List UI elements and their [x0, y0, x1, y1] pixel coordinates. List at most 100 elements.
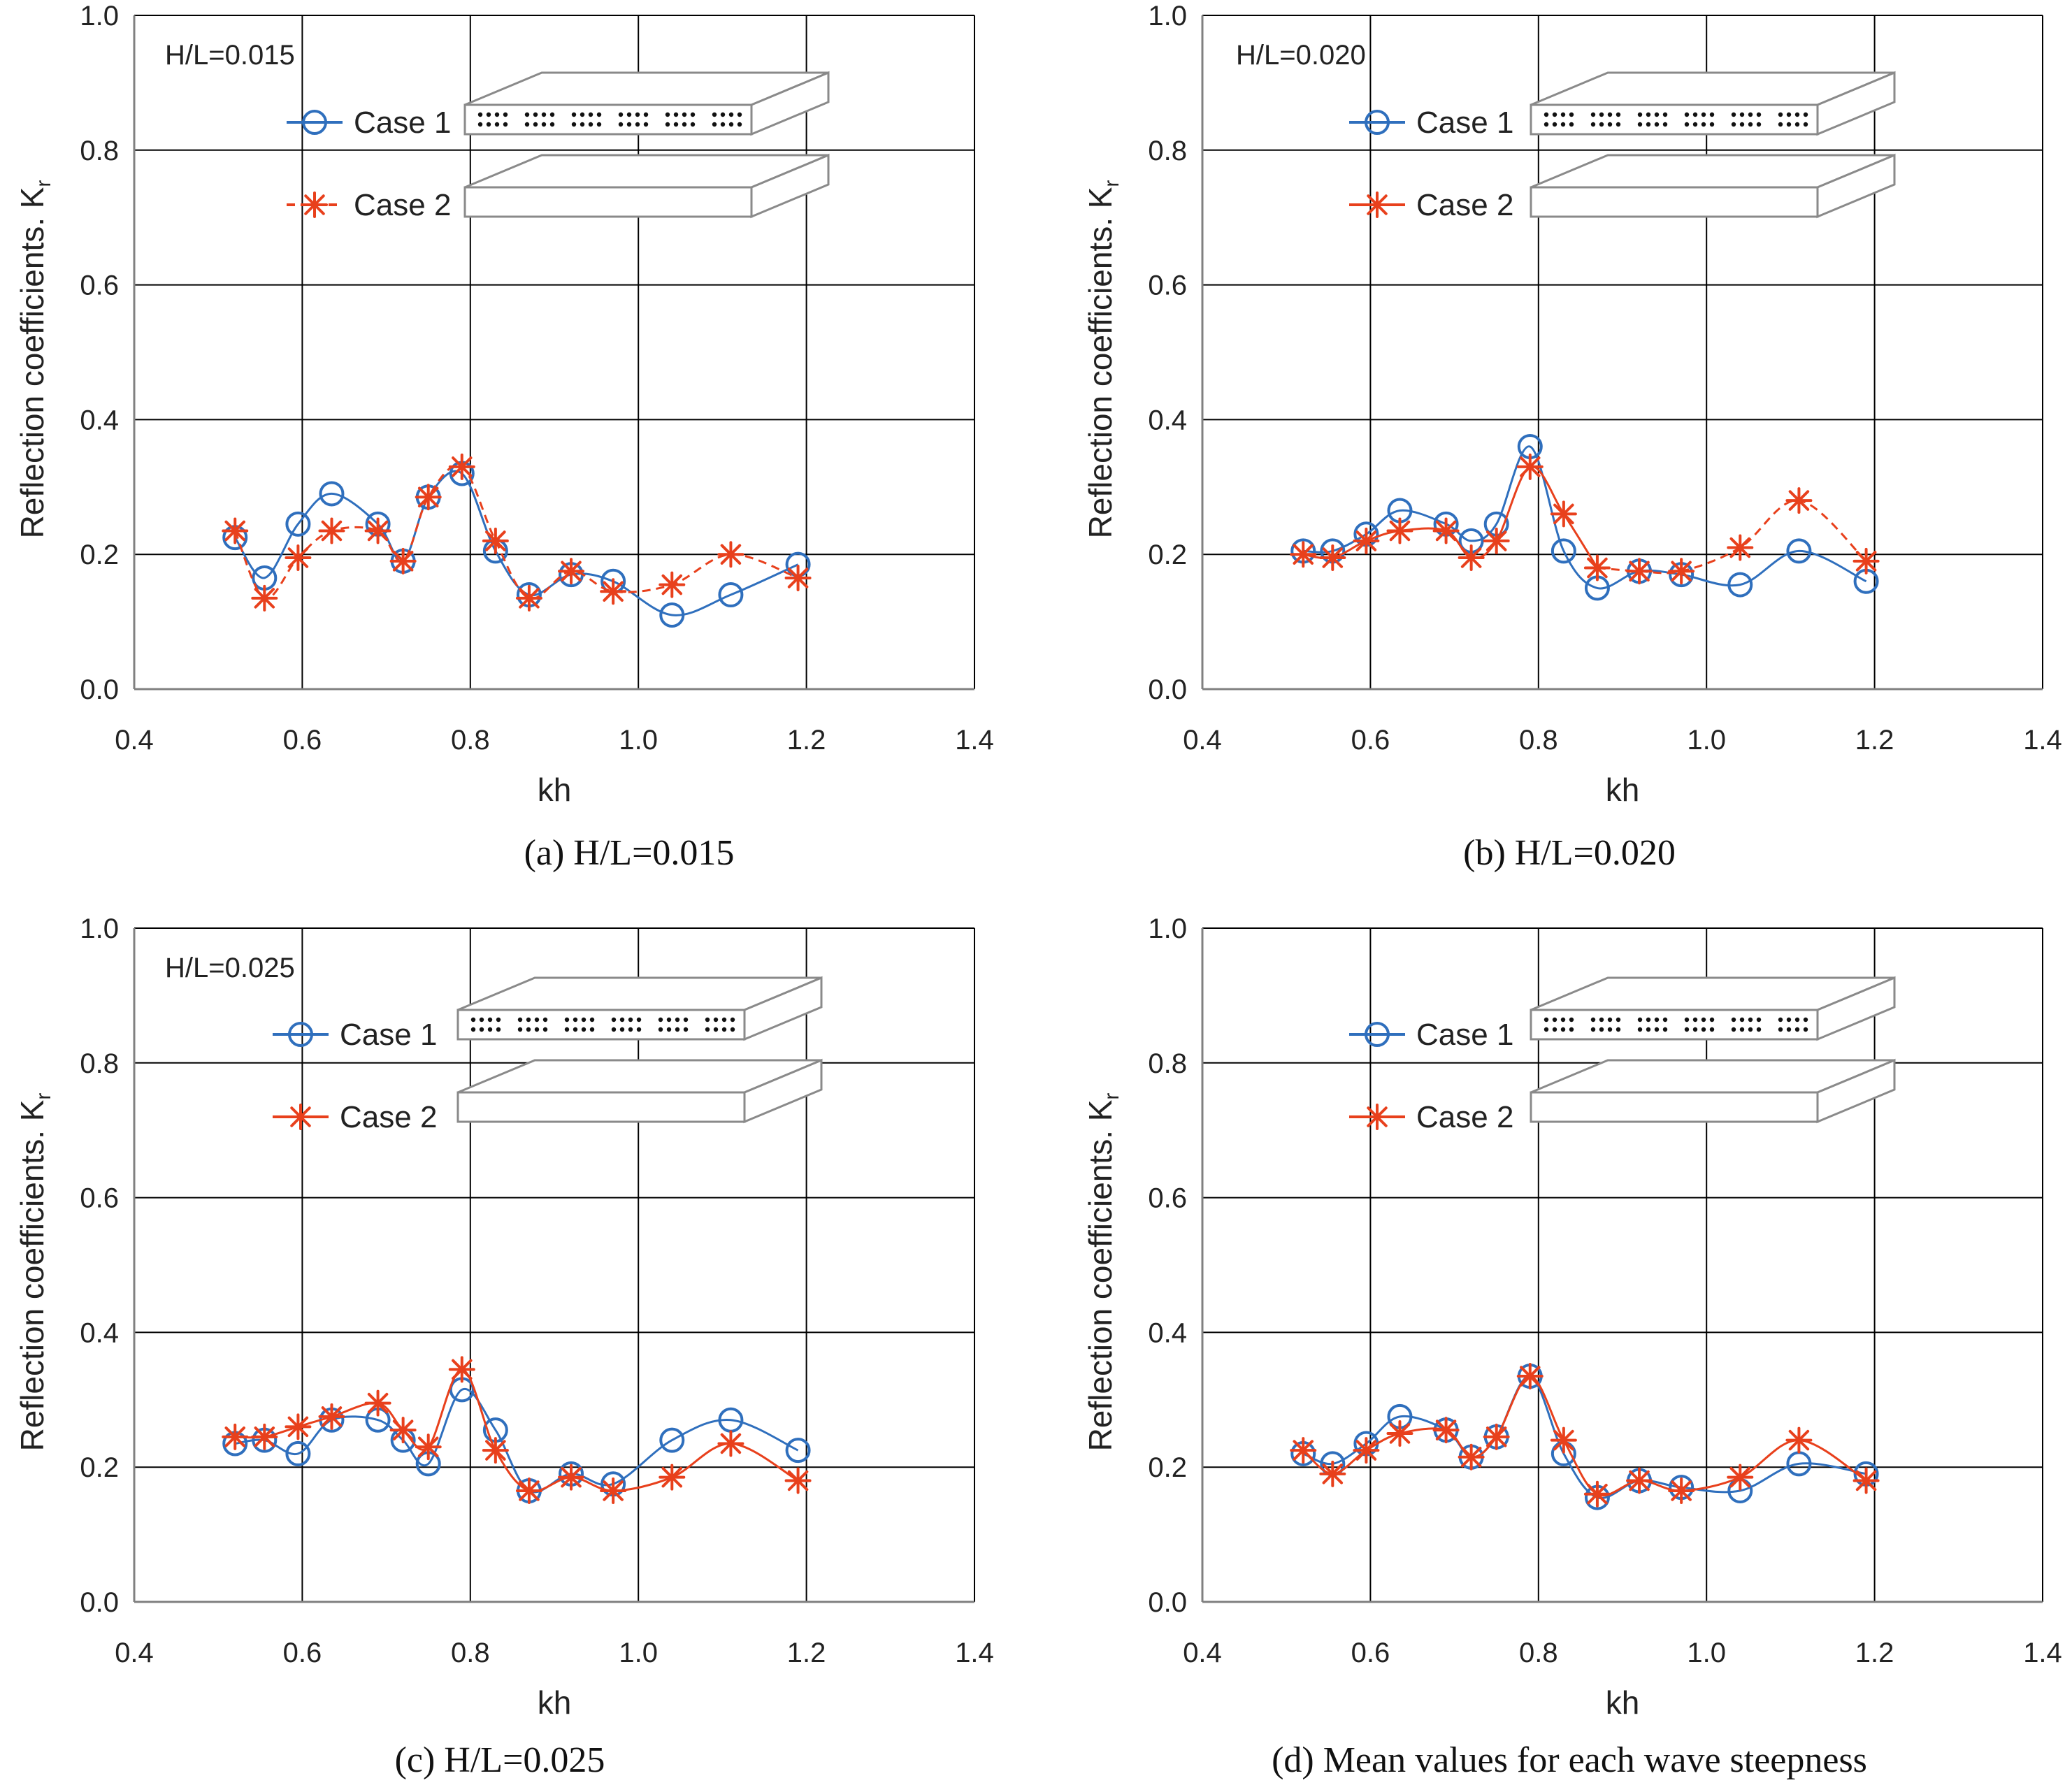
- data-point-asterisk: [482, 1437, 509, 1464]
- data-point-circle: [285, 1440, 311, 1466]
- y-axis-label: Reflection coefficients. Kr: [14, 180, 55, 539]
- data-point-asterisk: [1516, 1363, 1544, 1390]
- legend-marker-circle: [302, 110, 327, 135]
- y-tick-label: 0.0: [1148, 1587, 1187, 1618]
- legend-label: Case 1: [354, 106, 451, 140]
- data-point-asterisk: [1785, 1426, 1813, 1454]
- x-tick-label: 0.8: [451, 1638, 490, 1668]
- legend-label: Case 2: [354, 188, 451, 222]
- x-tick-label: 1.2: [787, 725, 826, 756]
- legend-marker-asterisk: [1364, 1104, 1390, 1130]
- x-tick-label: 1.0: [619, 1638, 658, 1668]
- legend-label: Case 1: [1416, 106, 1513, 140]
- data-point-circle: [1550, 538, 1576, 564]
- panel-annotation: H/L=0.020: [1236, 40, 1366, 71]
- data-point-asterisk: [222, 1423, 249, 1450]
- data-point-asterisk: [1583, 554, 1611, 581]
- data-point-asterisk: [415, 484, 442, 511]
- perforated-plate-illustration: [1530, 976, 1896, 1041]
- y-tick-label: 0.0: [80, 674, 119, 705]
- y-tick-label: 0.2: [80, 1452, 119, 1483]
- y-axis-label: Reflection coefficients. Kr: [1082, 180, 1123, 539]
- data-point-circle: [659, 602, 685, 628]
- series-case-2: [1290, 453, 1880, 585]
- legend-marker-circle: [288, 1022, 313, 1047]
- data-point-asterisk: [717, 1430, 744, 1457]
- data-point-asterisk: [558, 1464, 585, 1491]
- data-point-asterisk: [659, 571, 686, 598]
- x-tick-label: 1.4: [2023, 1638, 2062, 1668]
- series-line: [234, 1387, 799, 1494]
- x-axis-label: kh: [1606, 772, 1640, 808]
- panel-caption: (a) H/L=0.015: [524, 833, 735, 873]
- y-tick-label: 0.8: [80, 1048, 119, 1079]
- x-tick-label: 0.4: [115, 725, 154, 756]
- data-point-asterisk: [482, 527, 509, 554]
- y-tick-label: 0.8: [1148, 136, 1187, 166]
- y-tick-label: 0.4: [1148, 1317, 1187, 1348]
- x-tick-label: 1.2: [1855, 725, 1894, 756]
- y-tick-label: 0.4: [80, 1317, 119, 1348]
- data-point-asterisk: [515, 584, 542, 612]
- data-point-asterisk: [1353, 527, 1380, 554]
- x-axis-label: kh: [538, 1684, 572, 1721]
- data-point-asterisk: [659, 1464, 686, 1491]
- solid-plate-illustration: [456, 1058, 823, 1124]
- x-tick-label: 0.6: [1351, 1638, 1390, 1668]
- data-point-asterisk: [448, 453, 475, 480]
- solid-plate-illustration: [1530, 153, 1896, 219]
- y-tick-label: 0.0: [1148, 674, 1187, 705]
- data-point-circle: [319, 481, 345, 507]
- x-tick-label: 0.6: [283, 725, 322, 756]
- x-tick-label: 0.4: [1183, 1638, 1222, 1668]
- series-case-2: [1290, 1363, 1880, 1508]
- data-point-asterisk: [558, 558, 585, 585]
- solid-plate-illustration: [463, 153, 830, 219]
- data-point-circle: [1786, 538, 1812, 564]
- data-point-asterisk: [1319, 544, 1346, 572]
- data-point-asterisk: [251, 1423, 278, 1450]
- legend: Case 1 Case 2: [273, 1018, 437, 1134]
- y-tick-label: 1.0: [80, 1, 119, 31]
- series-line-dashed: [1597, 499, 1867, 575]
- legend-label: Case 2: [1416, 188, 1513, 222]
- legend: Case 1 Case 2: [1349, 1018, 1513, 1134]
- y-tick-label: 0.6: [80, 270, 119, 301]
- legend-marker-circle: [1365, 1022, 1390, 1047]
- data-point-asterisk: [1668, 558, 1695, 585]
- data-point-circle: [785, 1438, 811, 1464]
- x-tick-label: 0.6: [1351, 725, 1390, 756]
- data-point-asterisk: [318, 517, 345, 544]
- data-point-asterisk: [1550, 1426, 1577, 1454]
- data-point-asterisk: [1668, 1477, 1695, 1504]
- legend-label: Case 2: [340, 1100, 437, 1134]
- perforated-plate-illustration: [1530, 71, 1896, 136]
- panel-annotation: H/L=0.015: [165, 40, 295, 71]
- data-point-asterisk: [285, 544, 312, 572]
- data-point-asterisk: [784, 1467, 812, 1494]
- data-point-circle: [285, 511, 311, 537]
- panel-caption: (c) H/L=0.025: [395, 1740, 605, 1780]
- y-tick-label: 1.0: [1148, 1, 1187, 31]
- x-tick-label: 1.4: [2023, 725, 2062, 756]
- data-point-asterisk: [1727, 534, 1754, 561]
- series-case-2: [222, 453, 812, 612]
- data-point-asterisk: [1785, 487, 1813, 514]
- data-point-asterisk: [222, 517, 249, 544]
- chart-panel-a: 0.4 0.6 0.8 1.0 1.2 1.4 0.0 0.2 0.4 0.6 0.8 1.0 kh Re…: [14, 1, 994, 873]
- chart-panel-b: 0.4 0.6 0.8 1.0 1.2 1.4 0.0 0.2 0.4 0.6 0.8 1.0 kh Re…: [1082, 1, 2062, 873]
- series-case-1: [1290, 1364, 1879, 1510]
- y-tick-label: 0.6: [1148, 270, 1187, 301]
- legend-label: Case 2: [1416, 1100, 1513, 1134]
- data-point-asterisk: [364, 1389, 391, 1417]
- data-point-asterisk: [285, 1413, 312, 1440]
- panel-annotation: H/L=0.025: [165, 953, 295, 983]
- y-tick-label: 0.2: [80, 540, 119, 570]
- series-case-1: [1290, 433, 1879, 601]
- legend-label: Case 1: [1416, 1018, 1513, 1052]
- data-point-asterisk: [318, 1403, 345, 1430]
- data-point-asterisk: [717, 541, 744, 568]
- y-tick-label: 0.4: [1148, 405, 1187, 435]
- data-point-circle: [659, 1427, 685, 1453]
- data-point-asterisk: [1319, 1460, 1346, 1487]
